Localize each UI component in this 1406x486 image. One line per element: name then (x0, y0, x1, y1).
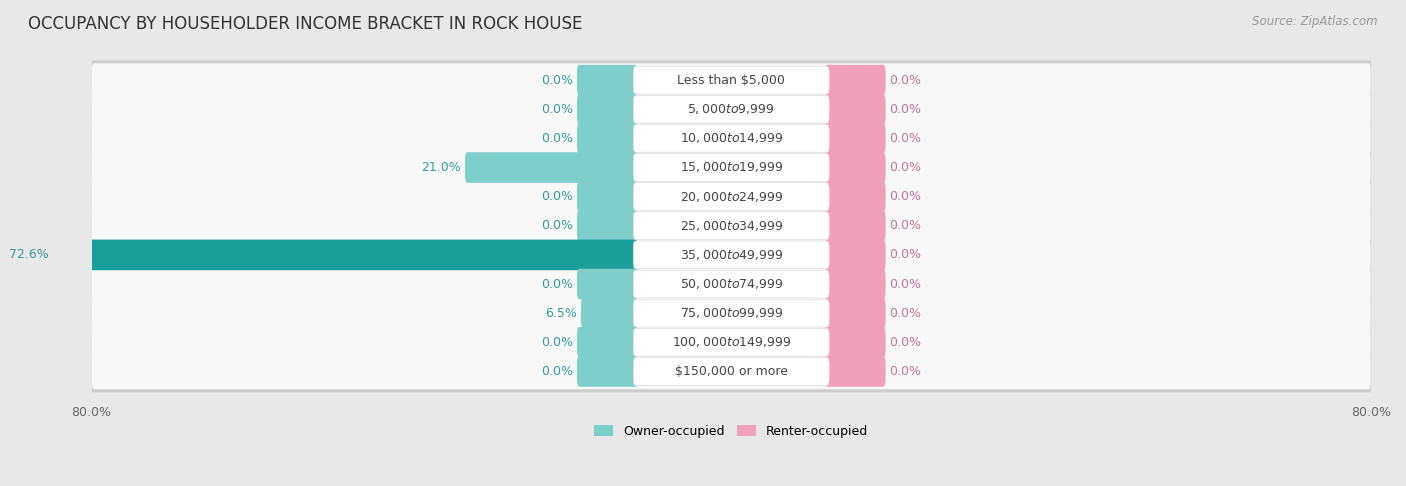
FancyBboxPatch shape (89, 148, 1374, 189)
FancyBboxPatch shape (91, 267, 1371, 302)
FancyBboxPatch shape (633, 124, 830, 152)
FancyBboxPatch shape (581, 298, 638, 329)
FancyBboxPatch shape (633, 358, 830, 385)
FancyBboxPatch shape (633, 329, 830, 356)
FancyBboxPatch shape (91, 355, 1371, 389)
FancyBboxPatch shape (576, 94, 638, 124)
FancyBboxPatch shape (633, 95, 830, 123)
Text: 21.0%: 21.0% (422, 161, 461, 174)
Text: $75,000 to $99,999: $75,000 to $99,999 (679, 306, 783, 320)
Text: 0.0%: 0.0% (541, 103, 572, 116)
FancyBboxPatch shape (465, 152, 638, 183)
FancyBboxPatch shape (91, 296, 1371, 331)
FancyBboxPatch shape (89, 89, 1374, 130)
FancyBboxPatch shape (91, 92, 1371, 127)
FancyBboxPatch shape (825, 240, 886, 270)
FancyBboxPatch shape (91, 238, 1371, 273)
Text: $100,000 to $149,999: $100,000 to $149,999 (672, 335, 792, 349)
Text: 0.0%: 0.0% (890, 190, 921, 203)
Text: 0.0%: 0.0% (541, 190, 572, 203)
Text: 0.0%: 0.0% (890, 132, 921, 145)
FancyBboxPatch shape (89, 60, 1374, 101)
FancyBboxPatch shape (633, 154, 830, 181)
Text: 0.0%: 0.0% (541, 219, 572, 232)
FancyBboxPatch shape (576, 269, 638, 299)
FancyBboxPatch shape (89, 323, 1374, 363)
FancyBboxPatch shape (576, 210, 638, 241)
FancyBboxPatch shape (89, 264, 1374, 305)
FancyBboxPatch shape (89, 119, 1374, 159)
FancyBboxPatch shape (52, 240, 638, 270)
Text: Less than $5,000: Less than $5,000 (678, 73, 785, 87)
FancyBboxPatch shape (633, 183, 830, 210)
FancyBboxPatch shape (576, 356, 638, 387)
FancyBboxPatch shape (825, 298, 886, 329)
FancyBboxPatch shape (825, 152, 886, 183)
FancyBboxPatch shape (576, 123, 638, 154)
Text: $10,000 to $14,999: $10,000 to $14,999 (679, 131, 783, 145)
FancyBboxPatch shape (825, 123, 886, 154)
Text: $5,000 to $9,999: $5,000 to $9,999 (688, 102, 775, 116)
Text: 0.0%: 0.0% (890, 73, 921, 87)
FancyBboxPatch shape (825, 327, 886, 358)
Text: $25,000 to $34,999: $25,000 to $34,999 (679, 219, 783, 233)
FancyBboxPatch shape (89, 352, 1374, 392)
Text: 0.0%: 0.0% (890, 307, 921, 320)
FancyBboxPatch shape (89, 235, 1374, 276)
Text: 0.0%: 0.0% (890, 248, 921, 261)
FancyBboxPatch shape (825, 210, 886, 241)
FancyBboxPatch shape (91, 326, 1371, 360)
Text: $20,000 to $24,999: $20,000 to $24,999 (679, 190, 783, 204)
FancyBboxPatch shape (825, 269, 886, 299)
Text: OCCUPANCY BY HOUSEHOLDER INCOME BRACKET IN ROCK HOUSE: OCCUPANCY BY HOUSEHOLDER INCOME BRACKET … (28, 15, 582, 33)
Text: 0.0%: 0.0% (541, 278, 572, 291)
FancyBboxPatch shape (633, 270, 830, 298)
Text: 0.0%: 0.0% (890, 161, 921, 174)
FancyBboxPatch shape (91, 209, 1371, 243)
FancyBboxPatch shape (576, 65, 638, 95)
Text: $150,000 or more: $150,000 or more (675, 365, 787, 378)
FancyBboxPatch shape (89, 206, 1374, 246)
FancyBboxPatch shape (91, 151, 1371, 186)
FancyBboxPatch shape (91, 63, 1371, 98)
Text: 0.0%: 0.0% (541, 336, 572, 349)
FancyBboxPatch shape (825, 356, 886, 387)
Text: 0.0%: 0.0% (890, 365, 921, 378)
FancyBboxPatch shape (633, 241, 830, 269)
FancyBboxPatch shape (576, 327, 638, 358)
FancyBboxPatch shape (633, 299, 830, 327)
Text: 0.0%: 0.0% (890, 103, 921, 116)
FancyBboxPatch shape (91, 180, 1371, 214)
FancyBboxPatch shape (825, 94, 886, 124)
FancyBboxPatch shape (91, 122, 1371, 156)
FancyBboxPatch shape (89, 177, 1374, 217)
Text: $15,000 to $19,999: $15,000 to $19,999 (679, 160, 783, 174)
Text: 72.6%: 72.6% (8, 248, 48, 261)
Text: 0.0%: 0.0% (541, 365, 572, 378)
Text: 0.0%: 0.0% (890, 219, 921, 232)
FancyBboxPatch shape (633, 212, 830, 240)
Text: $50,000 to $74,999: $50,000 to $74,999 (679, 277, 783, 291)
Text: $35,000 to $49,999: $35,000 to $49,999 (679, 248, 783, 262)
FancyBboxPatch shape (825, 65, 886, 95)
Text: 6.5%: 6.5% (546, 307, 576, 320)
FancyBboxPatch shape (89, 294, 1374, 334)
FancyBboxPatch shape (633, 66, 830, 94)
Legend: Owner-occupied, Renter-occupied: Owner-occupied, Renter-occupied (589, 420, 873, 443)
Text: Source: ZipAtlas.com: Source: ZipAtlas.com (1253, 15, 1378, 28)
Text: 0.0%: 0.0% (890, 336, 921, 349)
Text: 0.0%: 0.0% (541, 132, 572, 145)
Text: 0.0%: 0.0% (541, 73, 572, 87)
FancyBboxPatch shape (825, 181, 886, 212)
FancyBboxPatch shape (576, 181, 638, 212)
Text: 0.0%: 0.0% (890, 278, 921, 291)
